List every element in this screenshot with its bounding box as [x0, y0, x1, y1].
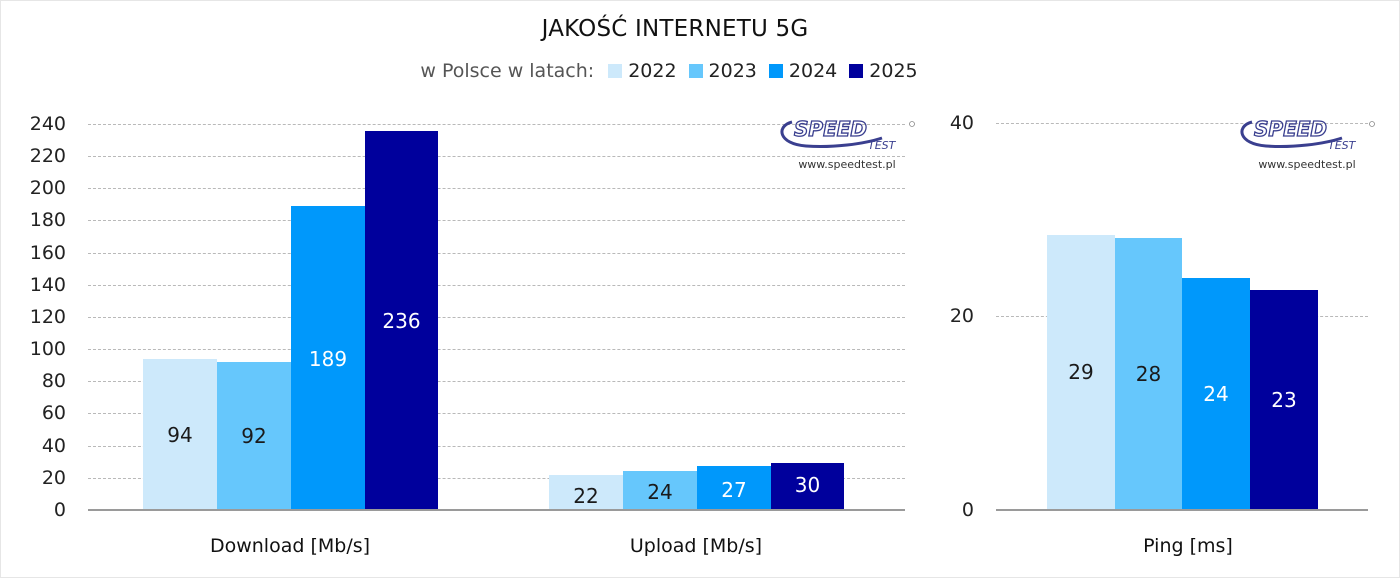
y-tick: 160 [29, 242, 66, 264]
logo-url: www.speedtest.pl [798, 158, 896, 171]
bar-upload-2023: 24 [623, 471, 697, 510]
bar-value: 236 [382, 309, 421, 333]
speedtest-logo: SPEED TEST www.speedtest.pl [1232, 116, 1382, 171]
legend-item-2023: 2023 [688, 60, 757, 82]
chart-title: JAKOŚĆ INTERNETU 5G [541, 16, 809, 42]
bar-value: 23 [1271, 388, 1297, 412]
x-axis [996, 509, 1368, 511]
y-tick: 20 [949, 305, 974, 327]
bar-download-2022: 94 [143, 359, 217, 510]
bar-value: 29 [1068, 360, 1094, 384]
svg-text:TEST: TEST [1328, 139, 1357, 152]
bar-upload-2024: 27 [697, 466, 771, 510]
legend-lead: w Polsce w latach: [420, 60, 595, 82]
x-axis [88, 509, 905, 511]
speedtest-logo: SPEED TEST www.speedtest.pl [772, 116, 922, 171]
gridline [88, 413, 905, 414]
y-tick: 120 [29, 306, 66, 328]
gridline [88, 349, 905, 350]
speedtest-logo-icon: SPEED TEST [780, 116, 915, 152]
y-tick: 0 [961, 499, 974, 521]
speedtest-logo-icon: SPEED TEST [1240, 116, 1375, 152]
y-tick: 0 [53, 499, 66, 521]
gridline [88, 285, 905, 286]
gridline [88, 317, 905, 318]
legend-label: 2024 [788, 60, 838, 82]
legend-item-2024: 2024 [768, 60, 838, 82]
bar-download-2025: 236 [365, 131, 438, 510]
bar-ping-2023: 28 [1115, 238, 1182, 510]
bar-upload-2022: 22 [549, 475, 623, 510]
legend-label: 2022 [628, 60, 677, 82]
bar-upload-2025: 30 [771, 463, 844, 510]
bar-value: 24 [647, 480, 673, 504]
logo-url: www.speedtest.pl [1258, 158, 1356, 171]
legend-item-2025: 2025 [849, 60, 918, 82]
gridline [88, 381, 905, 382]
bar-ping-2024: 24 [1182, 278, 1250, 510]
y-tick: 100 [29, 338, 66, 360]
gridline [88, 220, 905, 221]
gridline [88, 188, 905, 189]
bar-value: 22 [573, 484, 599, 508]
bar-ping-2022: 29 [1047, 235, 1115, 510]
legend-swatch [849, 64, 864, 78]
legend-item-2022: 2022 [608, 60, 677, 82]
legend-swatch [608, 64, 623, 78]
svg-text:SPEED: SPEED [1254, 117, 1327, 141]
y-tick: 60 [41, 402, 66, 424]
y-tick: 40 [41, 435, 66, 457]
y-tick: 40 [949, 112, 974, 134]
svg-text:TEST: TEST [868, 139, 897, 152]
gridline [996, 123, 1368, 124]
svg-text:SPEED: SPEED [794, 117, 867, 141]
bar-value: 27 [721, 478, 747, 502]
y-tick: 220 [29, 145, 66, 167]
bar-value: 24 [1203, 382, 1229, 406]
bar-download-2024: 189 [291, 206, 365, 510]
legend-swatch [688, 64, 703, 78]
legend: w Polsce w latach: 2022 2023 2024 2025 [0, 60, 1350, 82]
bar-ping-2025: 23 [1250, 290, 1318, 510]
y-tick: 20 [41, 467, 66, 489]
bar-value: 30 [794, 473, 821, 497]
y-tick: 200 [29, 177, 66, 199]
gridline [88, 478, 905, 479]
y-tick: 80 [41, 370, 66, 392]
y-tick: 180 [29, 209, 66, 231]
gridline [88, 446, 905, 447]
x-label-ping: Ping [ms] [1143, 535, 1233, 557]
gridline [88, 156, 905, 157]
gridline [88, 253, 905, 254]
legend-label: 2025 [869, 60, 918, 82]
legend-swatch [768, 64, 783, 78]
bar-value: 94 [167, 423, 193, 447]
bar-value: 28 [1135, 362, 1162, 386]
y-tick: 140 [29, 274, 66, 296]
x-label-download: Download [Mb/s] [209, 535, 371, 557]
bar-value: 189 [308, 347, 348, 371]
x-label-upload: Upload [Mb/s] [629, 535, 763, 557]
y-tick: 240 [29, 113, 66, 135]
bar-download-2023: 92 [217, 362, 291, 510]
gridline [88, 124, 905, 125]
legend-label: 2023 [708, 60, 757, 82]
bar-value: 92 [241, 424, 267, 448]
